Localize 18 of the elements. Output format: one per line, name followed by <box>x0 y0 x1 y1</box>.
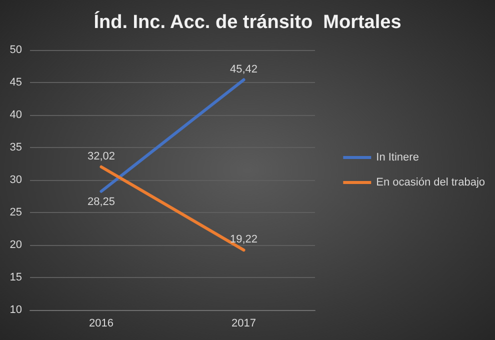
legend-label: In Itinere <box>376 152 419 164</box>
y-tick-label: 10 <box>10 304 22 316</box>
y-tick-label: 40 <box>10 109 22 121</box>
data-label: 28,25 <box>87 196 116 208</box>
y-tick-label: 25 <box>10 206 22 218</box>
y-tick-label: 50 <box>10 44 22 56</box>
y-tick-label: 30 <box>10 174 22 186</box>
data-label: 32,02 <box>87 150 116 162</box>
y-tick-label: 20 <box>10 239 22 251</box>
y-tick-label: 15 <box>10 272 22 284</box>
x-tick-label: 2017 <box>232 318 256 330</box>
y-tick-label: 45 <box>10 76 22 88</box>
data-label: 45,42 <box>230 63 258 76</box>
legend-label: En ocasión del trabajo <box>376 176 486 188</box>
data-label: 19,22 <box>230 234 258 246</box>
chart-title: Índ. Inc. Acc. de tránsito Mortales <box>94 11 402 33</box>
x-tick-label: 2016 <box>89 318 114 330</box>
y-tick-label: 35 <box>10 142 22 154</box>
